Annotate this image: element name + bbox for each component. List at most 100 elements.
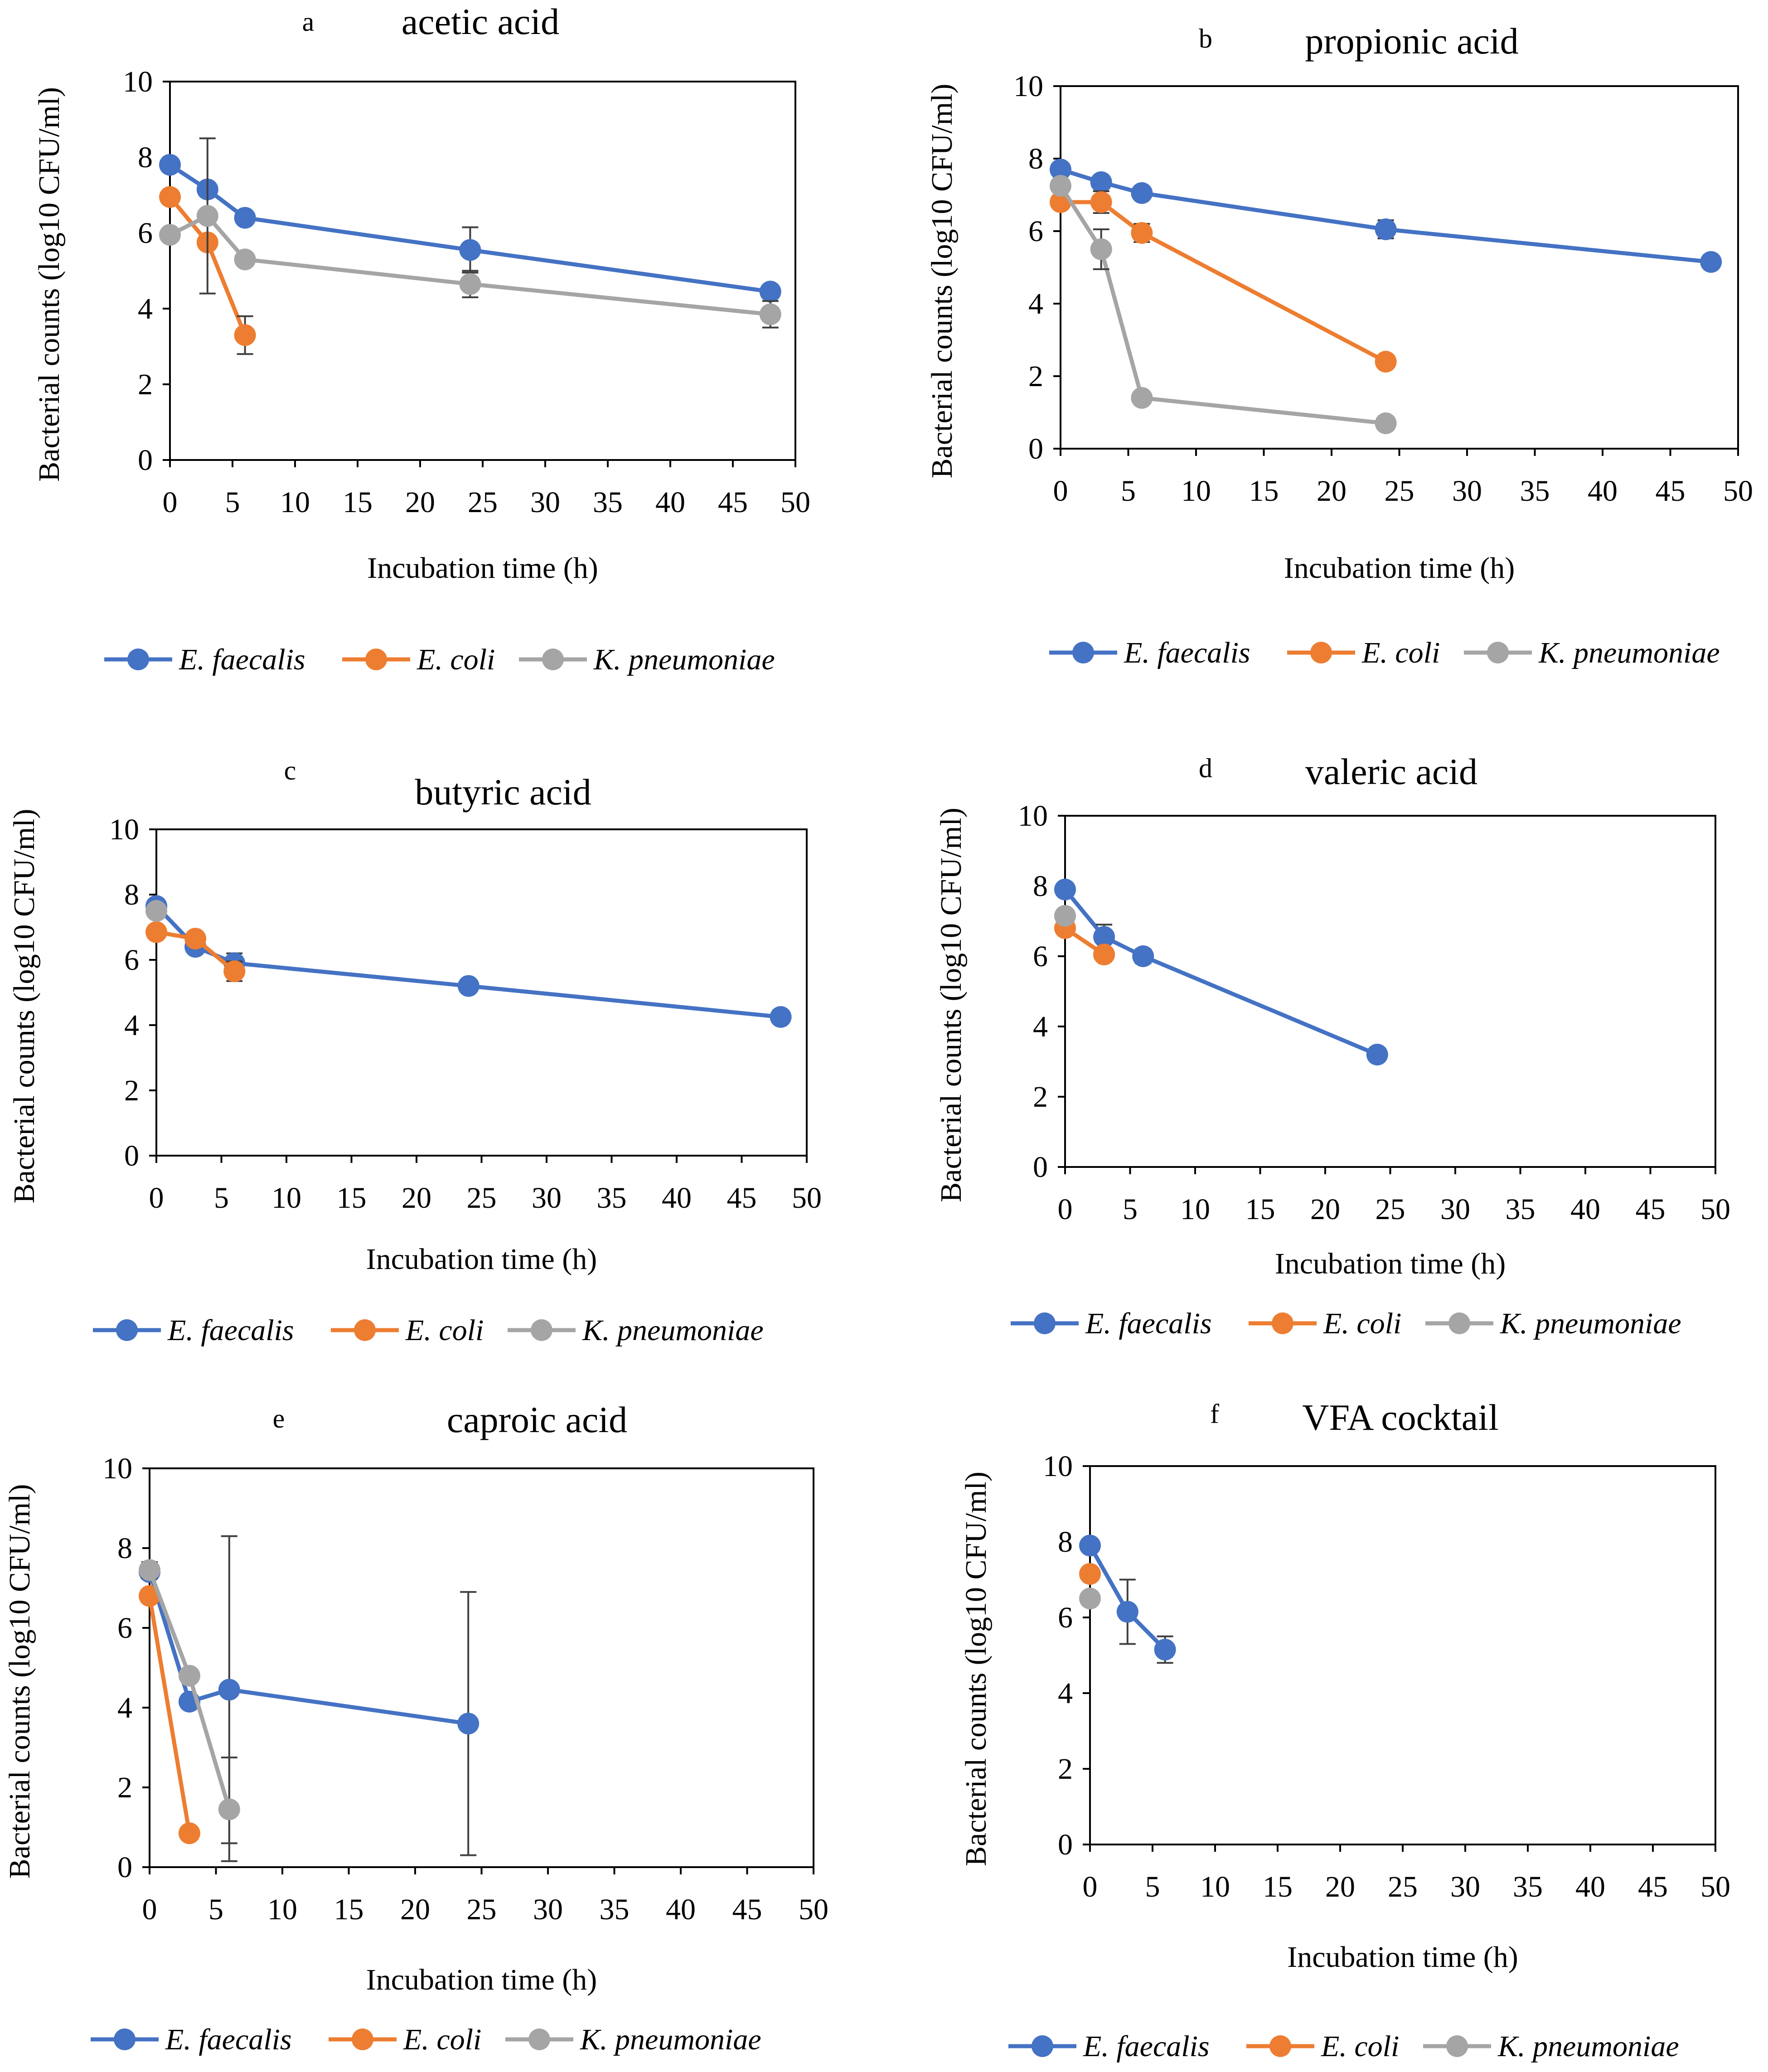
x-tick-label: 25	[1385, 474, 1414, 508]
series-k-pneumoniae	[1050, 175, 1397, 434]
data-point	[218, 1679, 240, 1701]
data-point	[234, 248, 256, 271]
y-tick-label: 2	[138, 368, 153, 401]
x-tick-label: 45	[727, 1181, 757, 1215]
y-tick-label: 4	[1028, 287, 1043, 320]
legend: E. faecalis E. coli K. pneumoniae	[91, 2023, 761, 2056]
legend-marker	[114, 2028, 136, 2050]
data-point	[457, 1713, 480, 1735]
x-tick-label: 40	[1575, 1870, 1605, 1903]
plot-frame	[1089, 1465, 1716, 1845]
x-tick-label: 50	[780, 486, 810, 519]
legend-marker	[1072, 642, 1094, 663]
plot-frame	[169, 81, 796, 461]
x-tick-label: 10	[267, 1893, 297, 1926]
x-tick-label: 30	[530, 486, 560, 519]
plot-frame	[155, 828, 808, 1157]
x-tick-label: 35	[1513, 1870, 1543, 1903]
series-k-pneumoniae	[1079, 1588, 1101, 1610]
legend-label: K. pneumoniae	[593, 643, 775, 676]
legend-label: E. faecalis	[1124, 636, 1250, 669]
x-tick-label: 5	[1123, 1193, 1138, 1226]
data-point	[1700, 251, 1722, 273]
legend-marker	[1487, 642, 1509, 663]
data-point	[159, 186, 181, 208]
y-tick-label: 4	[1058, 1677, 1073, 1710]
series-e-faecalis	[1054, 878, 1388, 1065]
data-point	[1375, 351, 1397, 373]
x-tick-label: 50	[1700, 1870, 1730, 1903]
x-tick-label: 35	[593, 486, 623, 519]
series-line	[1060, 167, 1711, 264]
legend-marker	[542, 649, 564, 670]
y-tick-label: 0	[117, 1851, 132, 1884]
y-tick-label: 2	[1028, 360, 1043, 393]
y-tick-label: 6	[1033, 940, 1048, 973]
plot-frame	[1064, 815, 1716, 1168]
x-tick-label: 0	[149, 1181, 164, 1215]
x-tick-label: 50	[1723, 474, 1753, 508]
y-tick-label: 6	[1028, 215, 1043, 248]
y-tick-label: 8	[124, 878, 139, 911]
data-point	[178, 1822, 200, 1844]
x-tick-label: 45	[1636, 1193, 1666, 1226]
chart-title: VFA cocktail	[1302, 1397, 1498, 1438]
y-tick-label: 0	[1058, 1828, 1073, 1861]
x-tick-label: 45	[1656, 474, 1686, 508]
y-tick-label: 10	[1018, 799, 1048, 833]
data-point	[159, 224, 181, 246]
series-line	[1061, 200, 1387, 363]
series-e-coli	[145, 921, 246, 983]
x-axis-title: Incubation time (h)	[367, 552, 598, 585]
x-tick-label: 45	[1638, 1870, 1668, 1903]
legend-label: E. coli	[417, 643, 495, 676]
x-tick-label: 5	[1145, 1870, 1160, 1903]
x-tick-label: 0	[163, 486, 178, 519]
data-point	[1132, 945, 1154, 967]
data-point	[1079, 1588, 1101, 1610]
chart-panel-f: f VFA cocktail 0 2 4 6 8 10 0 5 10 15 20 25 30 35 40 45 50…	[959, 1397, 1730, 2063]
x-tick-label: 25	[1376, 1193, 1405, 1226]
x-tick-label: 5	[208, 1893, 223, 1926]
data-point	[759, 303, 781, 325]
y-tick-label: 0	[124, 1139, 139, 1172]
x-axis-title: Incubation time (h)	[1275, 1247, 1506, 1280]
y-tick-label: 6	[1058, 1601, 1073, 1634]
x-tick-label: 15	[1249, 474, 1279, 508]
chart-panel-c: c butyric acid 0 2 4 6 8 10 0 5 10 15 20 25 30 35 40 45 50…	[8, 755, 822, 1347]
legend-marker	[127, 649, 149, 670]
panel-letter: e	[273, 1404, 285, 1433]
data-point	[234, 207, 256, 229]
data-point	[223, 960, 246, 983]
series-e-faecalis	[1079, 1535, 1176, 1664]
panel-letter: c	[284, 755, 296, 785]
series-line	[147, 1569, 232, 1810]
panel-letter: f	[1210, 1399, 1219, 1429]
chart-panel-b: b propionic acid 0 2 4 6 8 10 0 5 10 15 20 25 30 35 40 45…	[925, 20, 1753, 669]
chart-title: caproic acid	[447, 1399, 627, 1440]
x-tick-label: 35	[1506, 1193, 1535, 1226]
x-tick-label: 40	[1570, 1193, 1600, 1226]
x-tick-label: 0	[1058, 1193, 1073, 1226]
x-tick-label: 10	[1200, 1870, 1230, 1903]
data-point	[1375, 412, 1397, 434]
legend-marker	[1310, 642, 1332, 663]
x-tick-label: 5	[1121, 474, 1136, 508]
x-tick-label: 0	[142, 1893, 157, 1926]
data-point	[159, 154, 181, 176]
x-tick-label: 5	[214, 1181, 229, 1215]
legend-marker	[365, 649, 387, 670]
x-tick-label: 40	[1588, 474, 1618, 508]
y-tick-label: 2	[124, 1074, 139, 1107]
legend-marker	[1446, 2035, 1468, 2057]
y-tick-label: 4	[138, 292, 153, 325]
data-point	[218, 1798, 240, 1820]
y-tick-label: 6	[138, 217, 153, 250]
x-tick-label: 15	[1245, 1193, 1275, 1226]
data-point	[1050, 159, 1071, 180]
y-tick-label: 8	[1058, 1525, 1073, 1559]
data-point	[770, 1006, 792, 1028]
data-point	[1366, 1044, 1388, 1065]
data-point	[145, 921, 167, 943]
